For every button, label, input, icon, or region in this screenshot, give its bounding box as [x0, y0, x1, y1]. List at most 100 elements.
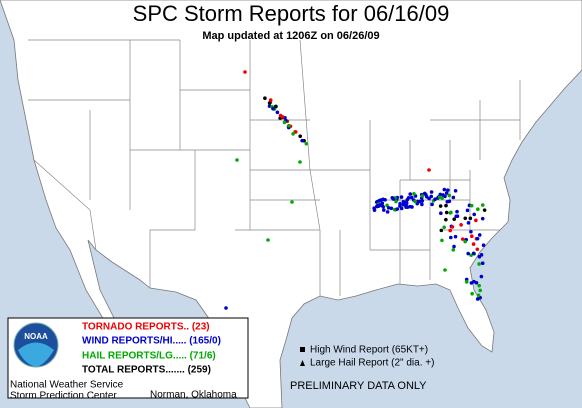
report-dot — [438, 192, 443, 197]
report-dot — [482, 208, 487, 212]
report-dot — [477, 233, 482, 237]
report-dot — [475, 247, 480, 252]
report-dot — [398, 201, 402, 206]
large-hail-symbol — [300, 360, 305, 366]
report-dot — [379, 202, 384, 207]
report-dot — [477, 262, 481, 266]
report-dot — [386, 206, 391, 210]
report-dot — [450, 225, 455, 229]
report-dot — [466, 251, 470, 256]
report-dot — [235, 158, 239, 162]
report-dot — [438, 204, 443, 208]
report-dot — [444, 203, 448, 208]
total-count: TOTAL REPORTS....... (259) — [82, 365, 211, 376]
report-dot — [395, 207, 400, 211]
report-dot — [480, 216, 485, 221]
report-dot — [451, 248, 456, 252]
report-dot — [448, 228, 453, 233]
report-dot — [243, 70, 247, 74]
report-dot — [418, 199, 422, 204]
report-dot — [453, 234, 458, 239]
report-dot — [463, 216, 468, 221]
report-dot — [446, 188, 450, 192]
report-dot — [409, 195, 414, 200]
report-dot — [274, 104, 278, 109]
report-dot — [476, 207, 480, 212]
agency: National Weather Service — [10, 380, 124, 391]
report-dot — [480, 261, 485, 266]
report-dot — [439, 211, 443, 216]
high-wind-label: High Wind Report (65KT+) — [310, 345, 428, 356]
report-dot — [406, 195, 411, 200]
report-dot — [424, 195, 429, 199]
report-dot — [399, 195, 404, 199]
preliminary-note: PRELIMINARY DATA ONLY — [290, 380, 427, 392]
subtitle: Map updated at 1206Z on 06/26/09 — [202, 30, 379, 42]
report-dot — [298, 160, 302, 164]
report-dot — [455, 209, 459, 214]
report-dot — [427, 168, 431, 172]
report-dot — [287, 123, 291, 128]
report-dot — [304, 141, 309, 146]
report-markers — [224, 70, 487, 310]
noaa-text: NOAA — [24, 332, 48, 341]
report-dot — [477, 283, 481, 288]
report-dot — [290, 200, 294, 204]
report-dot — [469, 253, 473, 258]
report-dot — [420, 194, 425, 198]
report-dot — [441, 193, 445, 197]
report-dot — [267, 101, 272, 105]
report-dot — [453, 189, 458, 193]
report-dot — [469, 229, 473, 234]
high-wind-symbol — [300, 347, 305, 352]
report-dot — [447, 199, 452, 204]
report-dot — [298, 134, 302, 139]
title: SPC Storm Reports for 06/16/09 — [133, 1, 450, 26]
report-dot — [471, 251, 476, 256]
report-dot — [266, 238, 270, 242]
report-dot — [480, 203, 485, 207]
report-dot — [404, 204, 408, 208]
report-dot — [454, 214, 459, 219]
report-dot — [444, 217, 448, 222]
large-hail-label: Large Hail Report (2" dia. +) — [310, 358, 434, 369]
report-dot — [469, 203, 474, 208]
report-dot — [440, 238, 444, 243]
report-dot — [449, 235, 453, 240]
report-dot — [466, 221, 471, 225]
report-dot — [469, 234, 474, 239]
report-dot — [476, 293, 481, 298]
report-dot — [479, 274, 484, 279]
report-dot — [444, 191, 449, 195]
report-dot — [471, 242, 476, 246]
report-dot — [469, 281, 474, 285]
report-dot — [474, 280, 479, 285]
report-dot — [442, 225, 446, 230]
report-dot — [280, 115, 285, 119]
tornado-count: TORNADO REPORTS.. (23) — [82, 322, 210, 333]
report-dot — [465, 208, 470, 213]
report-dot — [401, 200, 406, 204]
report-dot — [372, 208, 377, 212]
report-dot — [474, 218, 478, 223]
report-dot — [300, 138, 304, 143]
report-dot — [468, 216, 473, 221]
report-dot — [271, 106, 275, 111]
report-dot — [475, 236, 480, 241]
report-dot — [293, 130, 298, 134]
report-dot — [385, 210, 390, 214]
report-dot — [404, 200, 408, 205]
report-dot — [451, 195, 456, 200]
hail-count: HAIL REPORTS/LG..... (71/6) — [82, 351, 216, 362]
state-lines — [28, 39, 521, 296]
report-dot — [282, 120, 287, 125]
report-dot — [452, 217, 457, 221]
report-dot — [444, 210, 449, 215]
report-dot — [452, 244, 456, 249]
report-dot — [408, 192, 413, 196]
report-dot — [412, 192, 416, 196]
report-dot — [429, 194, 434, 199]
report-dot — [383, 198, 387, 202]
report-dot — [477, 254, 482, 259]
